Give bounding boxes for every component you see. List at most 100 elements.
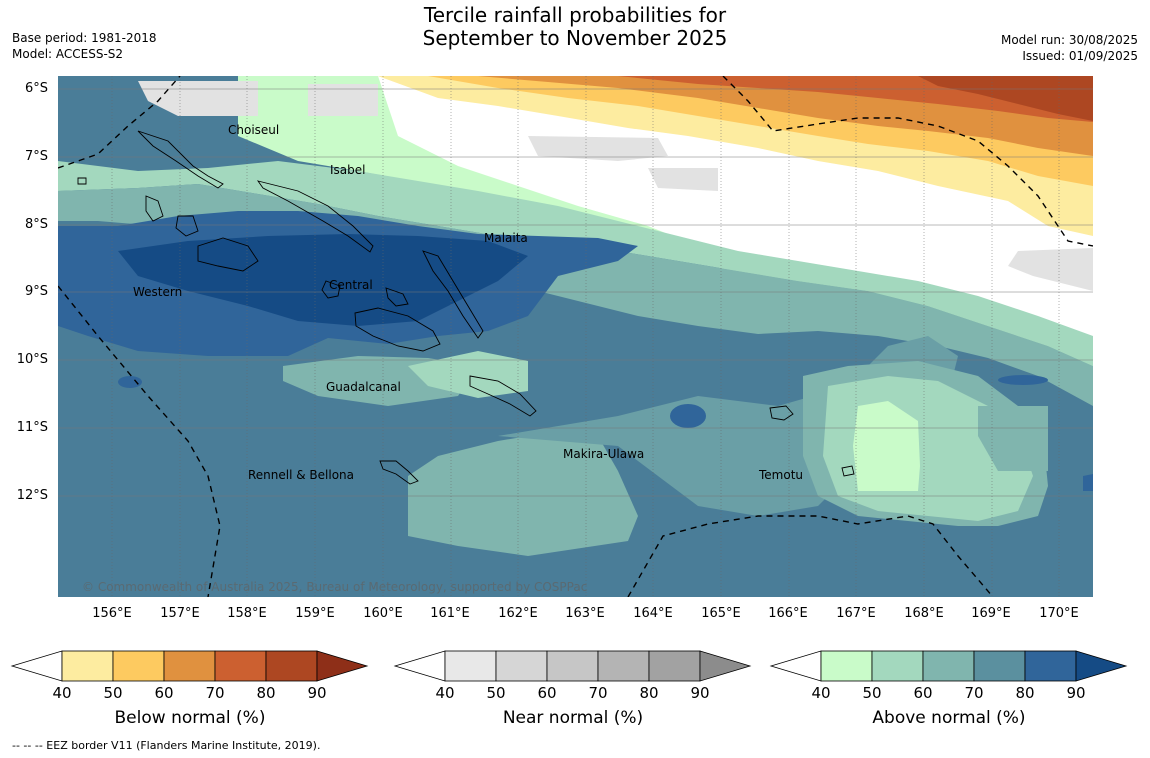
lat-label-8s: 8°S [24,217,48,232]
region-isabel: Isabel [330,163,366,177]
lon-label-161e: 161°E [430,606,470,621]
above-tick-50: 50 [862,684,882,702]
lon-label-164e: 164°E [633,606,673,621]
lon-label-165e: 165°E [701,606,741,621]
colorbar-segment [444,650,497,682]
region-western: Western [133,285,183,299]
below-tick-50: 50 [103,684,123,702]
near-patch [1008,248,1093,291]
above-60-south [408,431,638,556]
colorbar-above-normal [769,650,1128,682]
malaita-island [422,250,484,339]
colorbar-segment [871,650,924,682]
above-tick-90: 90 [1066,684,1086,702]
new-georgia-island [197,237,259,272]
lon-label-169e: 169°E [971,606,1011,621]
makira-island [469,375,537,417]
above-80-patch [998,375,1048,385]
region-malaita: Malaita [484,231,528,245]
lon-label-157e: 157°E [160,606,200,621]
below-tick-90: 90 [307,684,327,702]
latitude-lines [58,88,1093,497]
above-60-patch-east [978,406,1048,471]
small-island [77,177,87,185]
isabel-island [256,180,374,253]
colorbar-segment [214,650,267,682]
eez-border [58,76,1093,597]
region-guadalcanal: Guadalcanal [326,380,401,394]
copyright-notice: © Commonwealth of Australia 2025, Bureau… [82,580,588,594]
above-tick-60: 60 [913,684,933,702]
near-tick-40: 40 [435,684,455,702]
lon-label-158e: 158°E [227,606,267,621]
near-tick-70: 70 [588,684,608,702]
lon-label-159e: 159°E [295,606,335,621]
above-40-temotu [853,401,920,491]
above-tick-80: 80 [1015,684,1035,702]
island-outlines [77,130,855,485]
choiseul-island [137,130,224,189]
colorbar-segment [61,650,114,682]
title-line-2: September to November 2025 [422,26,728,50]
above-tick-70: 70 [964,684,984,702]
below-normal-title: Below normal (%) [114,708,266,728]
lon-label-163e: 163°E [565,606,605,621]
temotu-island [769,405,794,421]
colorbar-segment [922,650,975,682]
above-80-patch [670,404,706,428]
below-tick-80: 80 [256,684,276,702]
colorbar-segment [1024,650,1077,682]
near-patch [528,136,668,161]
colorbar-segment [163,650,216,682]
region-makira-ulawa: Makira-Ulawa [563,447,645,461]
colorbar-segment [495,650,548,682]
region-rennell-bellona: Rennell & Bellona [248,468,355,482]
western-island [175,215,199,237]
colorbar-segment [820,650,873,682]
lat-label-12s: 12°S [16,488,48,503]
colorbar-segment [265,650,318,682]
lon-label-167e: 167°E [836,606,876,621]
near-patch [648,168,718,191]
near-patch [308,84,378,116]
colorbar-segment [973,650,1026,682]
below-tick-40: 40 [52,684,72,702]
near-tick-60: 60 [537,684,557,702]
colorbar-extension-high [699,650,752,682]
near-tick-50: 50 [486,684,506,702]
above-normal-title: Above normal (%) [872,708,1026,728]
lat-label-10s: 10°S [16,352,48,367]
colorbar-segment [546,650,599,682]
guadalcanal-island [354,307,441,352]
colorbars [10,650,1128,682]
region-choiseul: Choiseul [228,123,280,137]
western-island [145,195,164,222]
above-50-patch [408,351,528,398]
rennell-island [379,460,419,485]
meta-right: Model run: 30/08/2025 Issued: 01/09/2025 [1001,32,1138,64]
near-tick-90: 90 [690,684,710,702]
lat-label-9s: 9°S [24,284,48,299]
colorbar-extension-high [1075,650,1128,682]
above-80-patch [1083,474,1093,491]
below-tick-70: 70 [205,684,225,702]
colorbar-near-normal [393,650,752,682]
central-island [321,280,341,299]
meta-left: Base period: 1981-2018 Model: ACCESS-S2 [12,30,157,62]
lon-label-168e: 168°E [904,606,944,621]
temotu-island [841,465,855,477]
lon-label-166e: 166°E [768,606,808,621]
colorbar-extension-high [316,650,369,682]
issued-date: Issued: 01/09/2025 [1022,49,1138,63]
colorbar-extension-low [393,650,446,682]
base-period: Base period: 1981-2018 [12,31,157,45]
eez-legend-note: -- -- -- EEZ border V11 (Flanders Marine… [12,739,321,752]
lat-label-6s: 6°S [24,81,48,96]
lon-label-160e: 160°E [363,606,403,621]
map-title: Tercile rainfall probabilities for Septe… [0,4,1150,50]
central-island [385,287,409,307]
colorbar-extension-low [10,650,63,682]
lon-label-162e: 162°E [498,606,538,621]
model-name: Model: ACCESS-S2 [12,47,124,61]
near-tick-80: 80 [639,684,659,702]
